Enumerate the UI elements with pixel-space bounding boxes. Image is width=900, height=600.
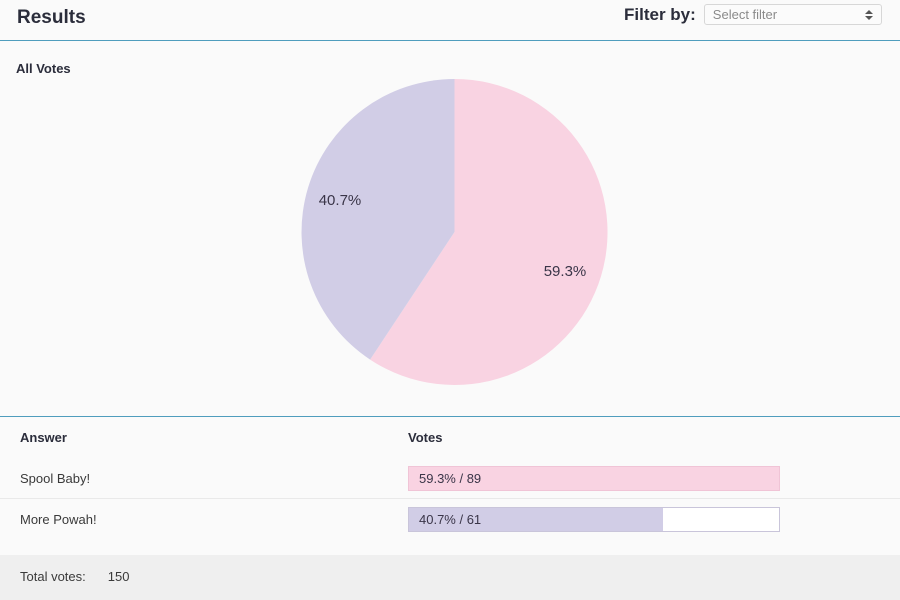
svg-text:40.7%: 40.7%: [319, 192, 362, 209]
svg-text:59.3%: 59.3%: [544, 263, 587, 280]
